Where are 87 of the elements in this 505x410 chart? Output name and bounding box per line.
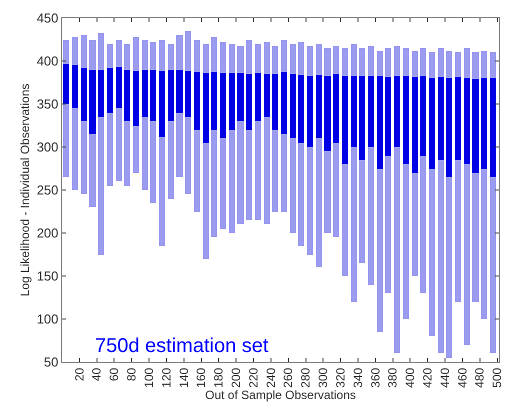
y-tick-label: 350 — [36, 96, 58, 112]
x-axis-title: Out of Sample Observations — [205, 388, 356, 402]
x-tick-label: 460 — [455, 367, 470, 388]
bar — [490, 78, 496, 177]
y-tick-label: 450 — [36, 10, 58, 26]
bar — [264, 74, 270, 117]
bar — [307, 76, 313, 147]
bar — [72, 65, 78, 108]
x-tick-label: 320 — [333, 367, 348, 388]
bar — [150, 70, 156, 121]
x-tick-label: 340 — [350, 367, 365, 388]
bar — [255, 73, 261, 121]
y-tick-label: 250 — [36, 182, 58, 198]
x-tick-label: 300 — [316, 367, 330, 388]
x-tick-label: 100 — [142, 367, 156, 388]
bar — [438, 77, 444, 160]
x-tick-label: 280 — [298, 367, 313, 388]
bar — [220, 73, 226, 138]
bar — [133, 71, 139, 126]
bar — [124, 70, 130, 121]
bar — [237, 73, 244, 121]
x-tick-label: 260 — [281, 367, 296, 388]
bar — [81, 68, 87, 121]
bar — [203, 73, 209, 143]
bar — [481, 78, 487, 169]
x-tick-label: 160 — [194, 367, 208, 388]
x-tick-label: 40 — [90, 367, 104, 382]
bar — [333, 74, 339, 143]
x-tick-label: 480 — [472, 367, 487, 388]
bar — [412, 77, 418, 173]
bar — [272, 74, 278, 130]
x-tick-label: 180 — [212, 367, 226, 388]
x-tick-label: 400 — [403, 367, 418, 388]
y-tick-label: 150 — [36, 268, 58, 284]
x-tick-label: 420 — [420, 367, 435, 388]
bar — [359, 76, 365, 160]
bar — [116, 67, 122, 108]
bar — [211, 72, 217, 130]
x-tick-label: 240 — [264, 367, 278, 388]
x-tick-label: 120 — [159, 367, 174, 388]
bar — [455, 77, 461, 160]
y-tick-label: 200 — [36, 226, 58, 241]
bar — [107, 68, 113, 113]
x-tick-label: 360 — [368, 367, 382, 388]
bar — [290, 74, 296, 138]
x-tick-label: 200 — [229, 367, 243, 388]
bar — [281, 72, 287, 134]
bar — [142, 70, 148, 117]
x-tick-label: 500 — [490, 367, 504, 388]
y-tick-label: 50 — [44, 354, 58, 370]
x-tick-label: 440 — [438, 367, 452, 388]
bar — [403, 76, 409, 164]
bar — [168, 70, 174, 121]
annotation: 750d estimation set — [95, 335, 269, 357]
bar — [351, 76, 357, 147]
x-tick-label: 380 — [386, 367, 400, 388]
y-tick-label: 400 — [36, 54, 58, 69]
x-tick-label: 80 — [124, 367, 139, 382]
bar — [446, 78, 452, 177]
x-tick-label: 20 — [72, 367, 86, 382]
bar — [394, 76, 400, 147]
bar — [464, 78, 470, 164]
bar — [63, 64, 69, 104]
bar — [342, 76, 348, 164]
x-tick-label: 220 — [246, 367, 260, 388]
bar — [316, 75, 322, 138]
bar — [89, 70, 96, 134]
bar — [246, 74, 252, 130]
bar — [420, 76, 426, 156]
y-axis-title: Log Likelihood - Individual Observations — [18, 84, 32, 296]
bar — [429, 78, 435, 169]
bar — [298, 75, 304, 143]
bar — [368, 76, 374, 147]
bar — [185, 71, 191, 117]
y-tick-label: 100 — [36, 312, 58, 327]
x-tick-label: 140 — [176, 367, 191, 388]
x-tick-label: 60 — [107, 367, 122, 382]
bar — [385, 77, 391, 156]
bar — [98, 70, 104, 117]
bar — [377, 76, 383, 169]
bar — [229, 73, 235, 130]
bar — [472, 79, 479, 173]
y-tick-label: 300 — [36, 140, 58, 155]
bar — [176, 70, 183, 113]
bar — [194, 72, 200, 130]
bar — [324, 76, 331, 151]
bar — [159, 71, 165, 137]
